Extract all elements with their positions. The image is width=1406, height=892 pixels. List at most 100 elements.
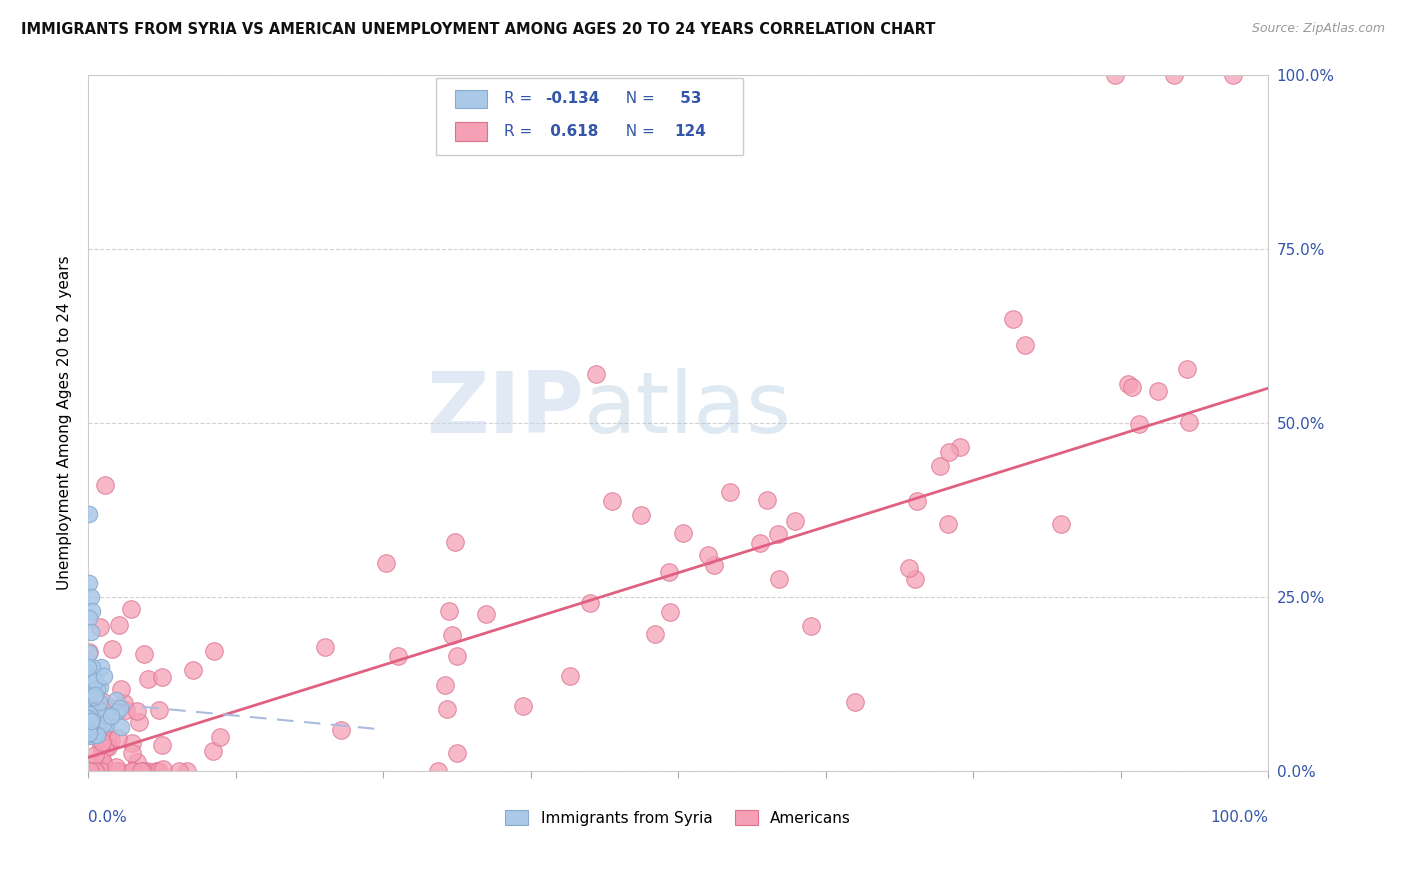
Point bbox=[79, 507, 101, 521]
FancyBboxPatch shape bbox=[436, 78, 744, 154]
Legend: Immigrants from Syria, Americans: Immigrants from Syria, Americans bbox=[498, 802, 859, 833]
Point bbox=[120, 602, 142, 616]
Text: 124: 124 bbox=[675, 124, 707, 139]
Point bbox=[437, 604, 460, 618]
Point bbox=[86, 728, 108, 742]
Y-axis label: Unemployment Among Ages 20 to 24 years: Unemployment Among Ages 20 to 24 years bbox=[58, 256, 72, 591]
Point bbox=[1178, 415, 1201, 429]
Point bbox=[80, 764, 103, 779]
Point bbox=[121, 746, 143, 760]
Point bbox=[83, 764, 105, 779]
Point bbox=[79, 764, 101, 779]
Point bbox=[703, 558, 725, 572]
Point bbox=[80, 730, 103, 744]
Point bbox=[80, 660, 103, 674]
Point bbox=[105, 764, 128, 779]
Point bbox=[105, 704, 128, 718]
Point bbox=[100, 709, 122, 723]
Point bbox=[100, 732, 122, 747]
Point bbox=[512, 699, 534, 714]
Point bbox=[696, 548, 718, 562]
Point bbox=[768, 527, 790, 541]
Point bbox=[93, 478, 115, 492]
Point bbox=[110, 720, 132, 734]
Point bbox=[904, 572, 927, 586]
Point bbox=[77, 718, 100, 732]
Point bbox=[80, 714, 103, 728]
Point bbox=[444, 534, 467, 549]
Point bbox=[1128, 417, 1150, 431]
Point bbox=[79, 590, 101, 604]
Point bbox=[107, 764, 129, 779]
Point bbox=[755, 492, 778, 507]
FancyBboxPatch shape bbox=[456, 122, 486, 141]
Point bbox=[83, 689, 105, 703]
Point bbox=[844, 695, 866, 709]
Point bbox=[148, 764, 170, 779]
Point bbox=[90, 660, 112, 674]
Point bbox=[86, 727, 108, 741]
Point bbox=[949, 441, 972, 455]
Text: R =: R = bbox=[503, 124, 537, 139]
Point bbox=[83, 764, 105, 779]
Point bbox=[129, 764, 152, 779]
Point bbox=[600, 494, 623, 508]
Point bbox=[150, 738, 173, 752]
Point bbox=[79, 719, 101, 733]
Point bbox=[748, 535, 770, 549]
Text: R =: R = bbox=[503, 91, 537, 106]
Point bbox=[105, 764, 128, 779]
Point bbox=[202, 643, 225, 657]
Point bbox=[107, 731, 129, 746]
Point bbox=[77, 726, 100, 740]
Point bbox=[105, 693, 128, 707]
Point bbox=[644, 627, 666, 641]
Point bbox=[897, 560, 920, 574]
Point bbox=[79, 576, 101, 591]
Point bbox=[80, 712, 103, 726]
Point bbox=[86, 714, 108, 729]
Point bbox=[90, 738, 112, 752]
Point bbox=[84, 674, 107, 689]
Point bbox=[768, 572, 790, 586]
Point bbox=[79, 695, 101, 709]
Point bbox=[630, 508, 652, 523]
Point bbox=[77, 710, 100, 724]
Point bbox=[115, 703, 138, 717]
Point bbox=[169, 764, 191, 779]
Point bbox=[446, 747, 468, 761]
Point bbox=[938, 445, 960, 459]
Point bbox=[329, 723, 352, 737]
Point bbox=[80, 693, 103, 707]
Point bbox=[83, 727, 105, 741]
Point bbox=[84, 688, 107, 702]
Point bbox=[446, 649, 468, 664]
Point bbox=[83, 723, 105, 738]
Point bbox=[375, 556, 398, 570]
Point bbox=[79, 727, 101, 741]
Point bbox=[91, 695, 114, 709]
Point bbox=[91, 755, 114, 769]
Point bbox=[1163, 68, 1185, 82]
Point bbox=[135, 764, 157, 779]
Point bbox=[86, 682, 108, 697]
Point bbox=[87, 764, 110, 779]
Point bbox=[97, 734, 120, 748]
Point bbox=[86, 721, 108, 735]
Point bbox=[79, 684, 101, 698]
Point bbox=[145, 764, 167, 779]
Point bbox=[82, 689, 104, 703]
Point bbox=[90, 764, 112, 779]
Point bbox=[125, 755, 148, 769]
Point bbox=[1175, 362, 1198, 376]
Point bbox=[79, 706, 101, 721]
Point bbox=[87, 708, 110, 723]
Point bbox=[936, 516, 959, 531]
Point bbox=[1222, 68, 1244, 82]
Point bbox=[100, 701, 122, 715]
Point bbox=[79, 764, 101, 779]
Point bbox=[93, 756, 115, 770]
Point bbox=[202, 744, 225, 758]
FancyBboxPatch shape bbox=[456, 89, 486, 108]
Point bbox=[79, 625, 101, 640]
